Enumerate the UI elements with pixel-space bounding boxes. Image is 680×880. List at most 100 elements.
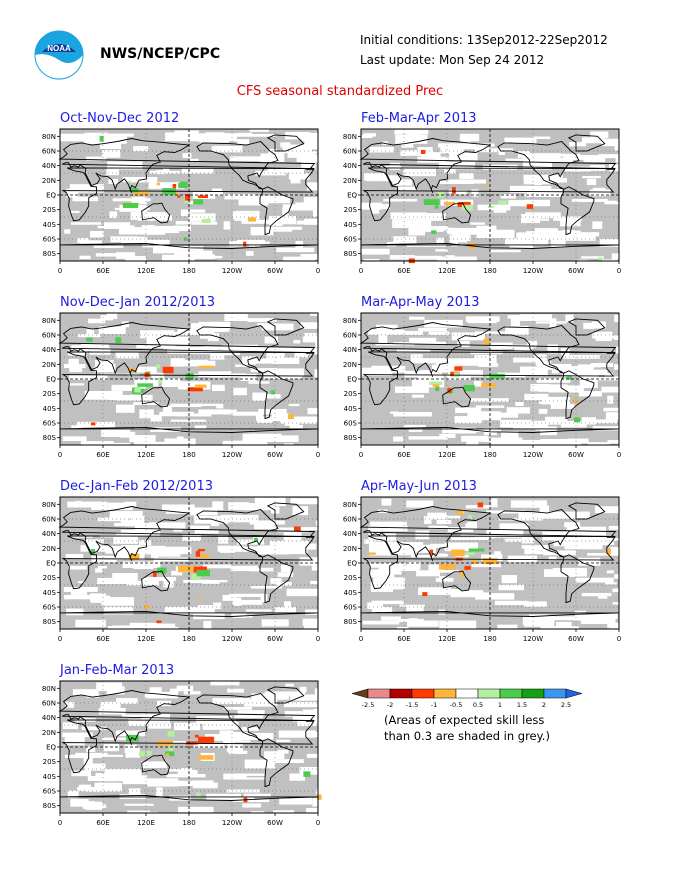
lon-label: 0: [316, 451, 320, 459]
lat-label: 40N: [42, 530, 56, 538]
lat-label: 40S: [344, 405, 358, 413]
lon-label: 0: [316, 635, 320, 643]
legend-tick-label: -2.5: [362, 701, 375, 709]
lon-label: 60W: [267, 635, 283, 643]
lat-label: 60S: [344, 604, 358, 612]
color-legend: -2.5 -2 -1.5 -1 -0.5 0.5 1 1.5 2 2.5: [351, 688, 583, 709]
lon-label: 180: [483, 635, 496, 643]
lon-label: 120E: [137, 451, 155, 459]
noaa-logo: NOAA: [34, 30, 84, 80]
org-name: NWS/NCEP/CPC: [100, 46, 221, 62]
lat-label: 60S: [43, 420, 57, 428]
lon-label: 60W: [568, 267, 584, 275]
lat-label: 60N: [42, 332, 56, 340]
lat-label: 40N: [343, 162, 357, 170]
lon-label: 180: [182, 451, 195, 459]
legend-note-line2: than 0.3 are shaded in grey.): [384, 729, 550, 743]
lat-label: EQ: [46, 192, 56, 200]
lon-label: 0: [359, 451, 363, 459]
lon-label: 0: [359, 635, 363, 643]
lon-label: 120W: [222, 819, 242, 827]
panel-title-mam: Mar-Apr-May 2013: [361, 295, 480, 310]
lat-label: 60S: [344, 420, 358, 428]
map-panel-mam: 80N 60N 40N 20N EQ 20S 40S 60S 80S 0 60E 120E 180 120…: [343, 312, 621, 459]
lat-label: 80N: [42, 501, 56, 509]
lat-label: 40S: [43, 221, 57, 229]
lon-label: 60W: [267, 819, 283, 827]
lon-label: 120W: [222, 451, 242, 459]
lat-label: 80N: [343, 501, 357, 509]
legend-swatch: [411, 688, 435, 699]
map-panel-amj: 80N 60N 40N 20N EQ 20S 40S 60S 80S 0 60E 120E 180 120…: [343, 496, 621, 643]
lon-label: 120E: [438, 635, 456, 643]
lon-label: 60E: [96, 267, 109, 275]
lon-label: 120E: [438, 267, 456, 275]
lat-label: 40S: [344, 221, 358, 229]
lat-label: EQ: [46, 744, 56, 752]
legend-swatch: [543, 688, 567, 699]
lon-label: 180: [182, 819, 195, 827]
page-title: CFS seasonal standardized Prec: [236, 84, 444, 99]
lon-label: 0: [617, 451, 621, 459]
legend-swatch: [389, 688, 413, 699]
legend-swatch: [367, 688, 391, 699]
legend-tick-label: 0.5: [473, 701, 483, 709]
legend-tick-label: -1: [431, 701, 437, 709]
lon-label: 0: [359, 267, 363, 275]
lat-label: 20N: [42, 361, 56, 369]
lon-label: 60E: [96, 819, 109, 827]
lat-label: 60S: [43, 604, 57, 612]
lon-label: 0: [58, 451, 62, 459]
lat-label: 20S: [344, 206, 358, 214]
legend-tick-label: -2: [387, 701, 393, 709]
lat-label: EQ: [347, 192, 357, 200]
lat-label: EQ: [347, 376, 357, 384]
lon-label: 120W: [222, 635, 242, 643]
lon-label: 120W: [523, 451, 543, 459]
lat-label: 80S: [43, 802, 57, 810]
lon-label: 0: [58, 267, 62, 275]
lat-label: 40N: [343, 530, 357, 538]
lat-label: 40S: [344, 589, 358, 597]
lat-label: 60N: [42, 148, 56, 156]
lat-label: 80S: [43, 618, 57, 626]
legend-tick-label: 2: [542, 701, 546, 709]
legend-swatch: [521, 688, 545, 699]
panel-title-amj: Apr-May-Jun 2013: [361, 479, 477, 494]
lon-label: 180: [182, 267, 195, 275]
panel-title-djf: Dec-Jan-Feb 2012/2013: [60, 479, 213, 494]
last-update: Last update: Mon Sep 24 2012: [360, 53, 545, 67]
lat-label: 20S: [43, 758, 57, 766]
lat-label: 20S: [43, 390, 57, 398]
lat-label: 80N: [343, 317, 357, 325]
lon-label: 60E: [96, 635, 109, 643]
lon-label: 0: [316, 267, 320, 275]
lon-label: 60W: [267, 267, 283, 275]
lat-label: 80S: [344, 250, 358, 258]
lat-label: 40N: [343, 346, 357, 354]
lat-label: EQ: [46, 560, 56, 568]
lon-label: 60W: [568, 635, 584, 643]
lat-label: 20N: [343, 177, 357, 185]
lat-label: 40N: [42, 714, 56, 722]
lat-label: 60S: [43, 788, 57, 796]
lon-label: 180: [483, 451, 496, 459]
lat-label: 40N: [42, 162, 56, 170]
lon-label: 60E: [96, 451, 109, 459]
panel-title-fma: Feb-Mar-Apr 2013: [361, 111, 477, 126]
lat-label: 20S: [344, 574, 358, 582]
lat-label: 80N: [42, 685, 56, 693]
map-panel-jfm: 80N 60N 40N 20N EQ 20S 40S 60S 80S 0 60E 120E 180 120…: [42, 680, 322, 827]
lon-label: 60E: [397, 451, 410, 459]
lat-label: 60N: [42, 700, 56, 708]
lat-label: 60N: [343, 332, 357, 340]
initial-conditions: Initial conditions: 13Sep2012-22Sep2012: [360, 33, 608, 47]
legend-tick-label: 1.5: [517, 701, 527, 709]
lat-label: EQ: [46, 376, 56, 384]
legend-tick-label: 1: [498, 701, 502, 709]
lat-label: 20N: [343, 545, 357, 553]
lon-label: 120W: [523, 267, 543, 275]
panel-title-jfm: Jan-Feb-Mar 2013: [60, 663, 175, 678]
lat-label: 80N: [42, 133, 56, 141]
lon-label: 120E: [438, 451, 456, 459]
